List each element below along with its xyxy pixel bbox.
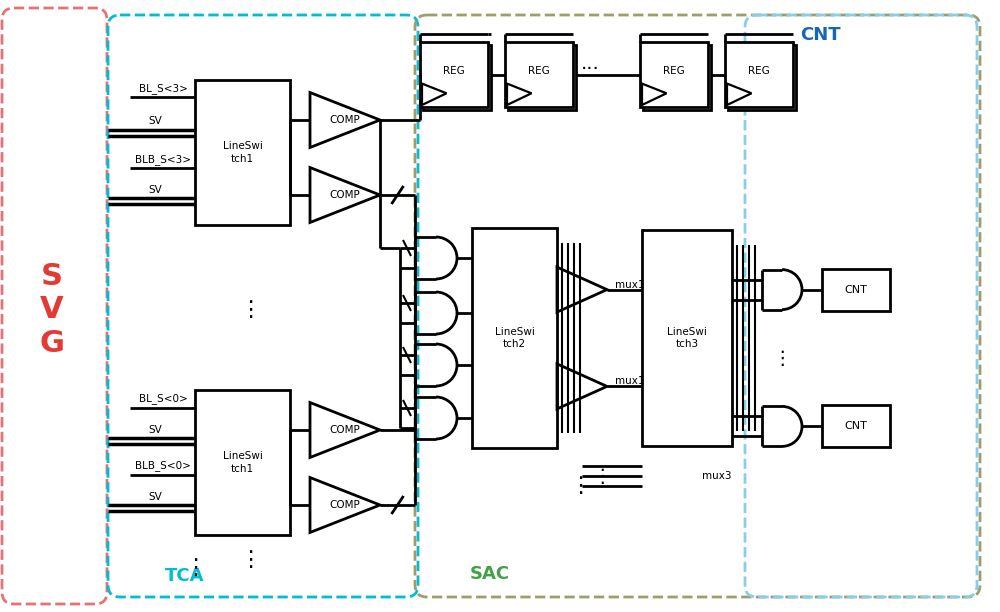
Text: SAC: SAC <box>470 565 510 583</box>
Bar <box>508 45 576 110</box>
Text: ···: ··· <box>581 60 599 79</box>
Text: CNT: CNT <box>845 422 867 431</box>
Text: BLB_S<0>: BLB_S<0> <box>135 461 191 471</box>
Text: LineSwi
tch1: LineSwi tch1 <box>223 451 262 474</box>
Text: BL_S<3>: BL_S<3> <box>139 84 187 94</box>
Text: REG: REG <box>443 65 465 75</box>
Text: SV: SV <box>148 185 162 195</box>
Bar <box>195 390 290 535</box>
Text: ⋮: ⋮ <box>184 558 206 578</box>
Text: COMP: COMP <box>330 425 360 435</box>
Bar <box>195 80 290 225</box>
Text: BLB_S<3>: BLB_S<3> <box>135 155 191 165</box>
Text: ⋮: ⋮ <box>592 467 612 486</box>
Text: BL_S<0>: BL_S<0> <box>139 394 187 405</box>
Text: CNT: CNT <box>800 26 840 44</box>
Bar <box>472 228 557 448</box>
Text: TCA: TCA <box>165 567 205 585</box>
Text: LineSwi
tch2: LineSwi tch2 <box>495 327 534 349</box>
Text: COMP: COMP <box>330 500 360 510</box>
Text: COMP: COMP <box>330 190 360 200</box>
Text: SV: SV <box>148 116 162 126</box>
Bar <box>725 42 793 107</box>
Bar <box>822 269 890 311</box>
Text: CNT: CNT <box>845 285 867 294</box>
Bar <box>423 45 491 110</box>
Text: mux1: mux1 <box>615 376 644 386</box>
Text: ⋮: ⋮ <box>772 348 792 367</box>
Text: REG: REG <box>663 65 685 75</box>
Bar <box>420 42 488 107</box>
Text: ⋮: ⋮ <box>569 476 591 496</box>
Text: mux1: mux1 <box>615 280 644 289</box>
Bar <box>640 42 708 107</box>
Bar <box>505 42 573 107</box>
Text: S
V
G: S V G <box>40 262 64 358</box>
Bar <box>822 405 890 447</box>
Text: mux3: mux3 <box>702 471 732 482</box>
Text: LineSwi
tch3: LineSwi tch3 <box>667 327 707 349</box>
Bar <box>643 45 711 110</box>
Text: SV: SV <box>148 425 162 435</box>
Bar <box>728 45 796 110</box>
Text: ⋮: ⋮ <box>239 550 261 570</box>
Text: ⋮: ⋮ <box>239 300 261 320</box>
Bar <box>642 230 732 446</box>
Text: REG: REG <box>748 65 770 75</box>
Text: COMP: COMP <box>330 115 360 125</box>
Text: LineSwi
tch1: LineSwi tch1 <box>223 141 262 163</box>
Text: SV: SV <box>148 492 162 502</box>
Text: REG: REG <box>528 65 550 75</box>
